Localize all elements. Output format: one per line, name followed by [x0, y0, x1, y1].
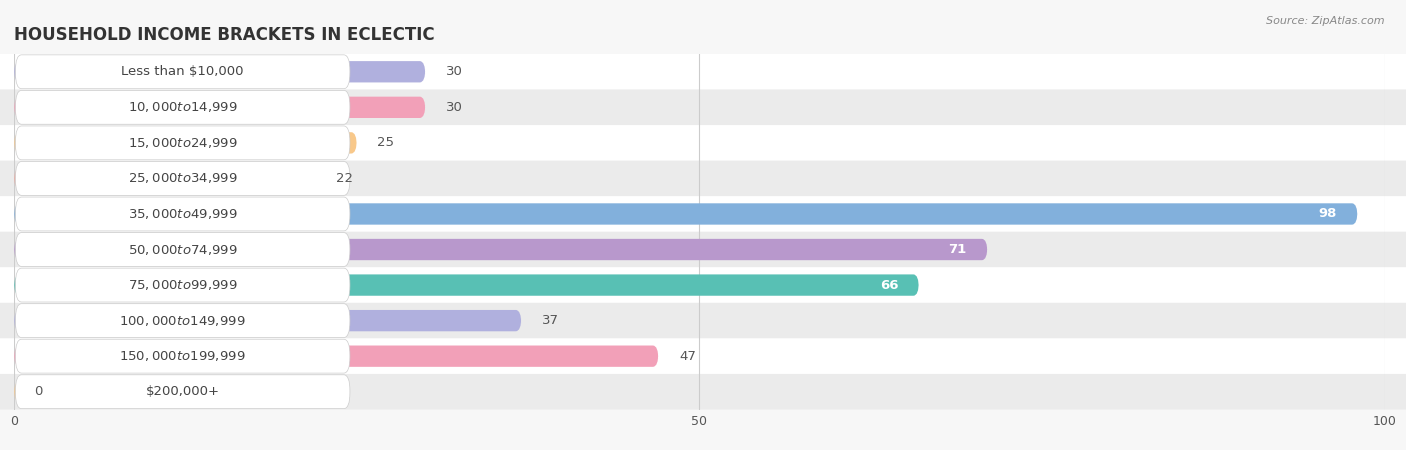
FancyBboxPatch shape [14, 274, 920, 296]
Text: HOUSEHOLD INCOME BRACKETS IN ECLECTIC: HOUSEHOLD INCOME BRACKETS IN ECLECTIC [14, 26, 434, 44]
FancyBboxPatch shape [0, 267, 1406, 303]
FancyBboxPatch shape [14, 239, 987, 260]
Text: Less than $10,000: Less than $10,000 [121, 65, 243, 78]
FancyBboxPatch shape [15, 339, 350, 373]
Text: Source: ZipAtlas.com: Source: ZipAtlas.com [1267, 16, 1385, 26]
FancyBboxPatch shape [15, 233, 350, 266]
FancyBboxPatch shape [0, 54, 1406, 90]
Text: $75,000 to $99,999: $75,000 to $99,999 [128, 278, 238, 292]
Text: $50,000 to $74,999: $50,000 to $74,999 [128, 243, 238, 256]
Text: 37: 37 [541, 314, 558, 327]
FancyBboxPatch shape [15, 375, 350, 409]
Text: $150,000 to $199,999: $150,000 to $199,999 [120, 349, 246, 363]
FancyBboxPatch shape [14, 310, 522, 331]
FancyBboxPatch shape [15, 90, 350, 124]
FancyBboxPatch shape [15, 197, 350, 231]
Text: 30: 30 [446, 65, 463, 78]
Text: $200,000+: $200,000+ [146, 385, 219, 398]
Text: 98: 98 [1319, 207, 1337, 220]
FancyBboxPatch shape [14, 132, 357, 153]
FancyBboxPatch shape [0, 161, 1406, 196]
FancyBboxPatch shape [14, 168, 315, 189]
FancyBboxPatch shape [15, 304, 350, 338]
FancyBboxPatch shape [0, 90, 1406, 125]
FancyBboxPatch shape [0, 196, 1406, 232]
Text: 47: 47 [679, 350, 696, 363]
FancyBboxPatch shape [0, 303, 1406, 338]
FancyBboxPatch shape [0, 232, 1406, 267]
Text: 0: 0 [35, 385, 44, 398]
Text: 30: 30 [446, 101, 463, 114]
FancyBboxPatch shape [14, 97, 425, 118]
FancyBboxPatch shape [15, 268, 350, 302]
FancyBboxPatch shape [0, 338, 1406, 374]
FancyBboxPatch shape [15, 126, 350, 160]
FancyBboxPatch shape [14, 346, 658, 367]
Text: 25: 25 [377, 136, 394, 149]
Text: 66: 66 [880, 279, 898, 292]
FancyBboxPatch shape [14, 203, 1358, 225]
Text: 71: 71 [949, 243, 967, 256]
Text: $25,000 to $34,999: $25,000 to $34,999 [128, 171, 238, 185]
Text: $15,000 to $24,999: $15,000 to $24,999 [128, 136, 238, 150]
FancyBboxPatch shape [15, 162, 350, 195]
FancyBboxPatch shape [15, 55, 350, 89]
FancyBboxPatch shape [0, 125, 1406, 161]
FancyBboxPatch shape [0, 374, 1406, 410]
FancyBboxPatch shape [14, 61, 425, 82]
FancyBboxPatch shape [14, 381, 48, 402]
Text: $100,000 to $149,999: $100,000 to $149,999 [120, 314, 246, 328]
Text: 22: 22 [336, 172, 353, 185]
Text: $10,000 to $14,999: $10,000 to $14,999 [128, 100, 238, 114]
Text: $35,000 to $49,999: $35,000 to $49,999 [128, 207, 238, 221]
